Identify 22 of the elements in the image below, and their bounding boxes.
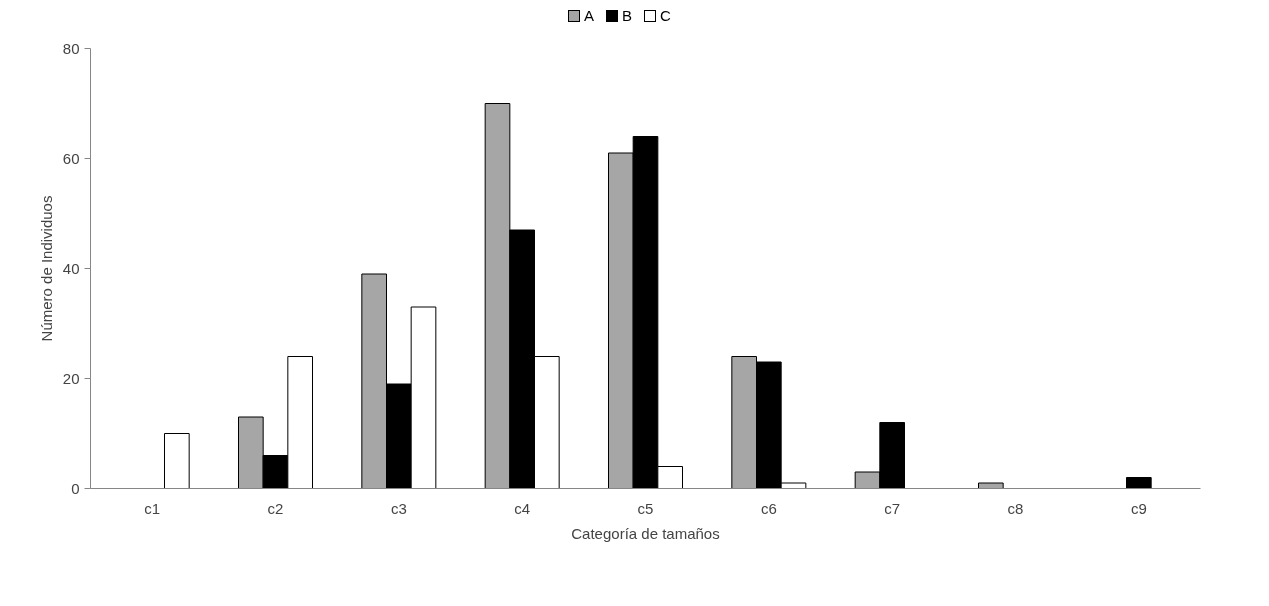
x-tick-label: c8 [1007, 499, 1024, 517]
x-tick-label: c5 [637, 499, 654, 517]
x-tick-label: c3 [390, 499, 407, 517]
legend-label: C [660, 6, 671, 26]
legend-label: A [584, 6, 595, 26]
x-tick-label: c1 [144, 499, 161, 517]
y-tick-label: 80 [62, 39, 80, 57]
x-tick-label: c2 [267, 499, 284, 517]
x-tick-label: c7 [884, 499, 901, 517]
x-tick-label: c9 [1130, 499, 1147, 517]
bar [164, 433, 190, 489]
x-tick-label: c4 [514, 499, 531, 517]
y-tick-label: 40 [62, 259, 80, 277]
x-tick-label: c6 [760, 499, 777, 517]
bar [1126, 477, 1152, 489]
legend-label: B [622, 6, 633, 26]
y-tick-label: 20 [62, 369, 80, 387]
y-axis-title: Número de Individuos [37, 195, 55, 342]
x-axis-title: Categoría de tamaños [571, 524, 720, 542]
y-tick-label: 60 [62, 149, 80, 167]
bar [978, 482, 1004, 489]
y-tick-label: 0 [71, 479, 80, 497]
